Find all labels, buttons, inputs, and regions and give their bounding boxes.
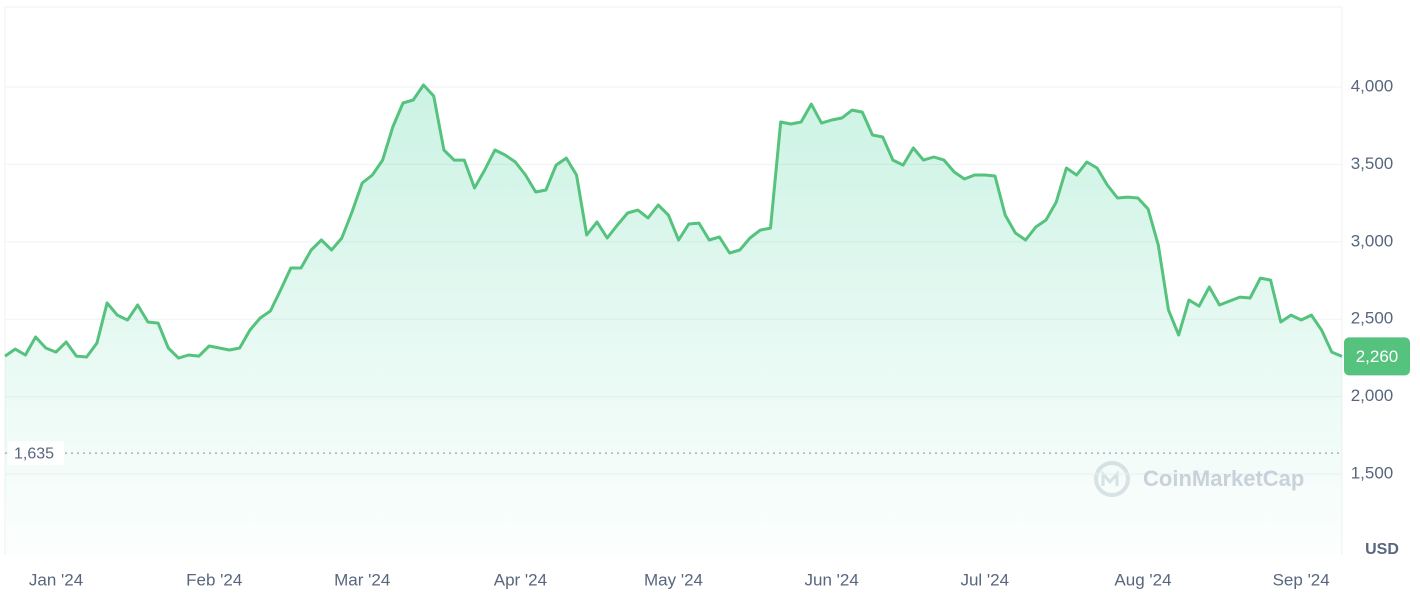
y-tick-label: 4,000	[1351, 77, 1394, 96]
x-tick-label: Sep '24	[1273, 570, 1330, 589]
x-tick-label: Feb '24	[186, 570, 242, 589]
x-tick-label: Jul '24	[960, 570, 1009, 589]
y-tick-label: 2,000	[1351, 386, 1394, 405]
current-price-label: 2,260	[1356, 347, 1399, 366]
y-tick-label: 3,000	[1351, 231, 1394, 250]
price-line	[4, 83, 1343, 360]
y-tick-label: 1,500	[1351, 464, 1394, 483]
x-tick-label: Jun '24	[805, 570, 859, 589]
x-tick-label: Aug '24	[1114, 570, 1171, 589]
x-tick-label: Apr '24	[494, 570, 547, 589]
y-tick-label: 3,500	[1351, 154, 1394, 173]
watermark: CoinMarketCap	[1143, 466, 1304, 491]
current-price-box	[1344, 337, 1410, 376]
area	[5, 85, 1342, 555]
x-tick-label: May '24	[644, 570, 703, 589]
x-tick-label: Jan '24	[29, 570, 83, 589]
reference-label: 1,635	[14, 445, 54, 462]
reference-label-bg	[8, 441, 64, 466]
x-tick-label: Mar '24	[334, 570, 390, 589]
unit-label: USD	[1365, 541, 1399, 558]
current-price-badge: 2,260	[1344, 337, 1410, 376]
y-tick-label: 2,500	[1351, 309, 1394, 328]
